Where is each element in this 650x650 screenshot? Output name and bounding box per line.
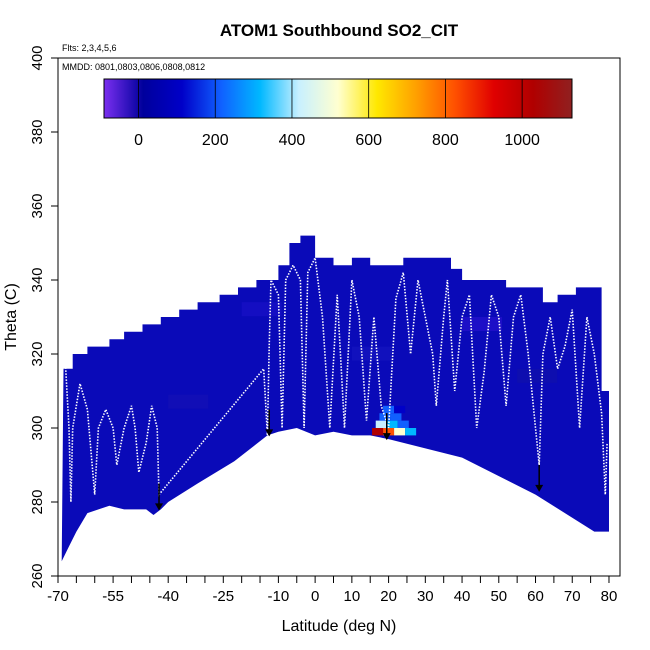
- plot-area: [61, 235, 609, 562]
- field-patch: [168, 394, 209, 409]
- so2-plume-cell: [383, 405, 395, 414]
- so2-plume-cell: [383, 428, 395, 436]
- arrow-head: [265, 429, 274, 437]
- x-tick-label: 50: [490, 588, 507, 605]
- y-tick-label: 260: [29, 563, 46, 588]
- y-tick-label: 320: [29, 341, 46, 366]
- y-tick-label: 400: [29, 45, 46, 70]
- colorbar-tick-label: 200: [202, 132, 229, 149]
- x-tick-label: -55: [102, 588, 124, 605]
- dates-label: MMDD: 0801,0803,0806,0808,0812: [62, 62, 205, 72]
- x-tick-label: 30: [417, 588, 434, 605]
- colorbar-rect: [103, 78, 573, 119]
- x-tick-label: 0: [311, 588, 319, 605]
- so2-plume-cell: [405, 428, 417, 436]
- arrow-head: [155, 503, 164, 511]
- x-tick-label: 40: [454, 588, 471, 605]
- x-tick-label: -40: [157, 588, 179, 605]
- so2-plume-cell: [390, 413, 402, 421]
- colorbar-tick-label: 800: [432, 132, 459, 149]
- arrow-head: [535, 484, 544, 492]
- so2-plume-cell: [372, 428, 384, 436]
- x-tick-label: 80: [601, 588, 618, 605]
- y-tick-label: 280: [29, 489, 46, 514]
- colorbar-tick-label: 600: [355, 132, 382, 149]
- so2-plume-cell: [394, 405, 406, 414]
- x-tick-label: 70: [564, 588, 581, 605]
- so2-plume-cell: [375, 420, 387, 428]
- y-axis: 260 280 300 320 340 360 380 400: [29, 45, 59, 589]
- x-tick-label: -70: [47, 588, 69, 605]
- field-patch: [241, 302, 282, 317]
- field-patch: [351, 346, 392, 361]
- x-tick-label: -25: [212, 588, 234, 605]
- field-patch: [462, 317, 503, 331]
- colorbar-tick-label: 0: [134, 132, 143, 149]
- y-tick-label: 360: [29, 193, 46, 218]
- so2-plume-cell: [394, 428, 406, 436]
- arrow-head: [382, 433, 391, 441]
- x-axis-label: Latitude (deg N): [282, 618, 397, 635]
- flight-track: [64, 255, 608, 503]
- x-tick-label: 60: [527, 588, 544, 605]
- so2-plume-cell: [386, 420, 398, 428]
- x-axis: -70 -55 -40 -25 -10 0 10 20 30 40 50 60 70 80: [47, 575, 620, 605]
- y-tick-label: 340: [29, 267, 46, 292]
- so2-plume-cell: [397, 420, 409, 428]
- colorbar-tick-label: 400: [279, 132, 306, 149]
- chart-title: ATOM1 Southbound SO2_CIT: [220, 21, 459, 40]
- colorbar-tick-label: 1000: [504, 132, 540, 149]
- x-tick-label: 10: [344, 588, 361, 605]
- y-tick-label: 380: [29, 119, 46, 144]
- x-tick-label: -10: [268, 588, 290, 605]
- flights-label: Flts: 2,3,4,5,6: [62, 43, 117, 53]
- x-tick-label: 20: [380, 588, 397, 605]
- data-domain: [61, 235, 609, 562]
- field-patch: [517, 368, 558, 383]
- y-axis-label: Theta (C): [3, 283, 20, 351]
- y-tick-label: 300: [29, 415, 46, 440]
- colorbar: 0 200 400 600 800 1000: [103, 78, 573, 149]
